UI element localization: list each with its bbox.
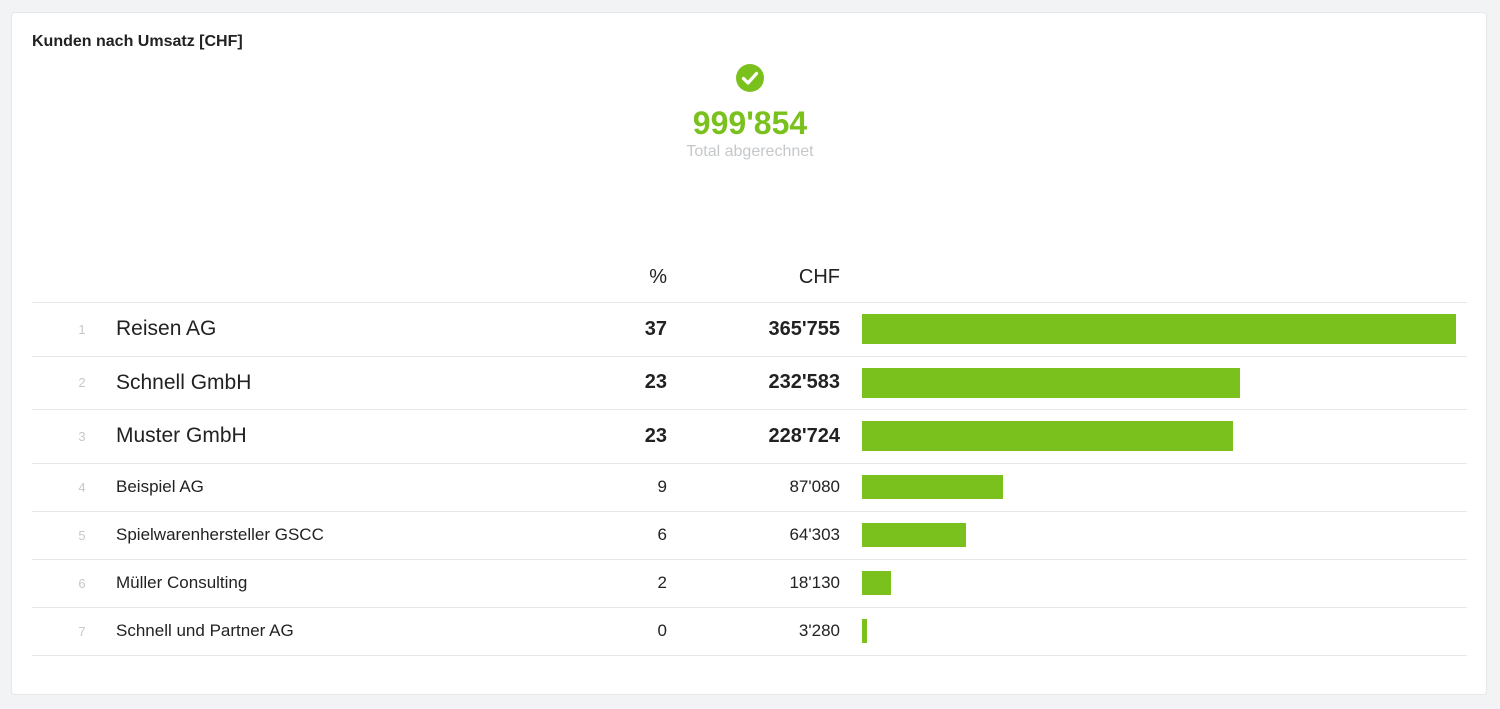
table-row: 2 Schnell GmbH 23 232'583 [32,357,1467,410]
row-percent: 23 [644,424,667,447]
row-customer-name: Spielwarenhersteller GSCC [116,525,324,544]
row-rank: 6 [78,575,86,591]
table-row: 5 Spielwarenhersteller GSCC 6 64'303 [32,512,1467,560]
row-bar-track [862,357,1457,410]
row-customer-name: Schnell und Partner AG [116,621,294,640]
revenue-bar [862,523,967,547]
row-percent: 2 [657,573,667,592]
header-percent: % [649,266,667,288]
row-rank: 5 [78,527,86,543]
row-chf-value: 3'280 [798,621,840,640]
table-row: 6 Müller Consulting 2 18'130 [32,560,1467,608]
table-row: 7 Schnell und Partner AG 0 3'280 [32,608,1467,656]
row-chf-value: 87'080 [789,477,840,496]
row-bar-track [862,512,1457,559]
row-percent: 9 [657,477,667,496]
row-customer-name: Schnell GmbH [116,370,252,394]
row-rank: 7 [78,623,86,639]
revenue-bar [862,619,868,643]
table-row: 1 Reisen AG 37 365'755 [32,303,1467,357]
row-customer-name: Muster GmbH [116,424,247,448]
customers-revenue-card: Kunden nach Umsatz [CHF] 999'854 Total a… [11,12,1487,695]
row-chf-value: 18'130 [789,573,840,592]
table-header: % CHF [32,251,1467,303]
row-chf-value: 232'583 [768,371,841,394]
row-customer-name: Reisen AG [116,317,217,341]
row-chf-value: 64'303 [789,525,840,544]
row-chf-value: 365'755 [768,317,841,340]
row-percent: 37 [644,317,667,340]
revenue-bar [862,571,892,595]
table-row: 4 Beispiel AG 9 87'080 [32,464,1467,512]
row-bar-track [862,608,1457,655]
revenue-table: % CHF 1 Reisen AG 37 365'755 2 Schnell GmbH 23… [32,251,1467,656]
revenue-bar [862,367,1240,398]
row-customer-name: Beispiel AG [116,477,204,496]
row-bar-track [862,303,1457,356]
revenue-bar [862,421,1234,452]
row-rank: 4 [78,479,86,495]
total-label: Total abgerechnet [686,143,814,160]
row-percent: 0 [657,621,667,640]
card-title: Kunden nach Umsatz [CHF] [32,33,243,50]
total-summary: 999'854 Total abgerechnet [12,63,1488,161]
row-rank: 3 [78,428,86,444]
table-row: 3 Muster GmbH 23 228'724 [32,410,1467,464]
row-chf-value: 228'724 [768,424,841,447]
row-bar-track [862,410,1457,463]
row-customer-name: Müller Consulting [116,573,248,592]
check-circle-icon [736,64,764,92]
revenue-bar [862,475,1004,499]
row-rank: 1 [78,321,86,337]
table-body: 1 Reisen AG 37 365'755 2 Schnell GmbH 23 232'58… [32,303,1467,656]
header-chf: CHF [798,266,840,288]
total-value: 999'854 [692,105,808,141]
row-percent: 6 [657,525,667,544]
revenue-bar [862,314,1456,345]
row-bar-track [862,560,1457,607]
row-bar-track [862,464,1457,511]
row-percent: 23 [644,371,667,394]
row-rank: 2 [78,375,86,391]
